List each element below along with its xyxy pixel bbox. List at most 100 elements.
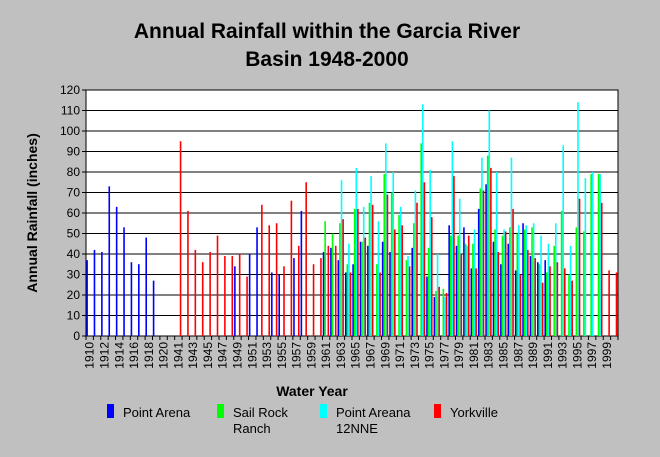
y-axis-title: Annual Rainfall (inches) [24,133,40,292]
bar [504,231,507,336]
bar [334,245,337,336]
x-tick-label: 1947 [216,342,230,369]
y-tick-label: 70 [67,186,81,200]
x-axis-title: Water Year [276,383,348,399]
legend-label-line2: Ranch [233,421,271,436]
bar [547,243,550,336]
bar [413,223,415,336]
y-tick-label: 20 [67,288,81,302]
bar [216,235,219,336]
bar [389,251,391,336]
x-tick-label: 1999 [600,342,614,369]
bar [383,174,386,336]
bar [392,172,395,336]
bar [248,254,251,336]
bar [381,241,384,336]
bar [261,204,263,336]
y-tick-label: 110 [61,104,80,118]
x-tick-label: 1914 [112,342,126,369]
bar [305,182,307,336]
y-tick-label: 120 [60,83,80,97]
bar [608,270,610,336]
bar [600,202,603,336]
bar [466,245,468,336]
legend-swatch [434,404,441,418]
bar [477,208,480,336]
bar [115,206,118,336]
bar [470,268,473,336]
bar [342,219,344,336]
bar [597,174,600,336]
bar [475,268,477,336]
bar [398,215,400,336]
bar [463,227,465,336]
bar [503,229,505,336]
bar [179,141,182,336]
y-tick-label: 40 [67,247,81,261]
bar [435,290,437,336]
x-tick-label: 1997 [585,342,599,369]
bar [353,208,356,336]
bar [256,227,258,336]
bar [357,208,359,336]
x-tick-label: 1918 [142,342,156,369]
bar [293,258,295,336]
bar [448,225,450,336]
x-tick-label: 1945 [201,342,215,369]
bar [320,258,322,336]
bar [423,182,426,336]
bar [337,260,340,336]
bar [442,288,445,336]
bar [399,206,402,336]
legend-swatch [217,404,224,418]
x-tick-label: 1971 [393,342,407,369]
x-tick-label: 1953 [260,342,274,369]
bar [501,235,504,336]
bar [420,143,422,336]
y-tick-label: 10 [67,309,81,323]
bar [460,254,463,336]
bar [553,245,555,336]
bar [386,194,389,336]
bar [516,233,519,336]
bar [390,192,393,336]
bar [537,262,539,336]
bar [531,227,533,336]
bar [364,237,367,336]
bar [152,280,155,336]
bar [546,272,548,336]
bar [401,225,404,336]
chart-title-line-2: Basin 1948-2000 [245,48,408,71]
bar [322,251,325,336]
bar [582,231,585,336]
bar [481,157,483,336]
bar [368,202,371,336]
legend-label: Point Areana [336,405,411,420]
x-tick-label: 1951 [245,342,259,369]
bar [453,176,455,336]
bar [405,260,408,336]
bar [464,243,467,336]
bar [544,260,547,336]
bar [209,251,211,336]
bar [433,297,436,336]
bar [449,235,452,336]
bar [571,280,573,336]
y-tick-label: 0 [73,329,80,343]
legend-label: Point Arena [123,405,191,420]
bar [416,202,418,336]
bar [494,229,496,336]
bar [473,229,476,336]
bar [467,235,470,336]
y-axis: 0 10 20 30 40 50 60 70 80 90 100 110 120 [60,83,86,343]
bar [472,243,474,336]
x-tick-label: 1965 [349,342,363,369]
bar [268,225,271,336]
bar [455,245,458,336]
bar [584,178,587,336]
x-tick-label: 1957 [290,342,304,369]
bar [376,264,378,336]
bar [238,254,241,336]
bar [568,274,570,336]
